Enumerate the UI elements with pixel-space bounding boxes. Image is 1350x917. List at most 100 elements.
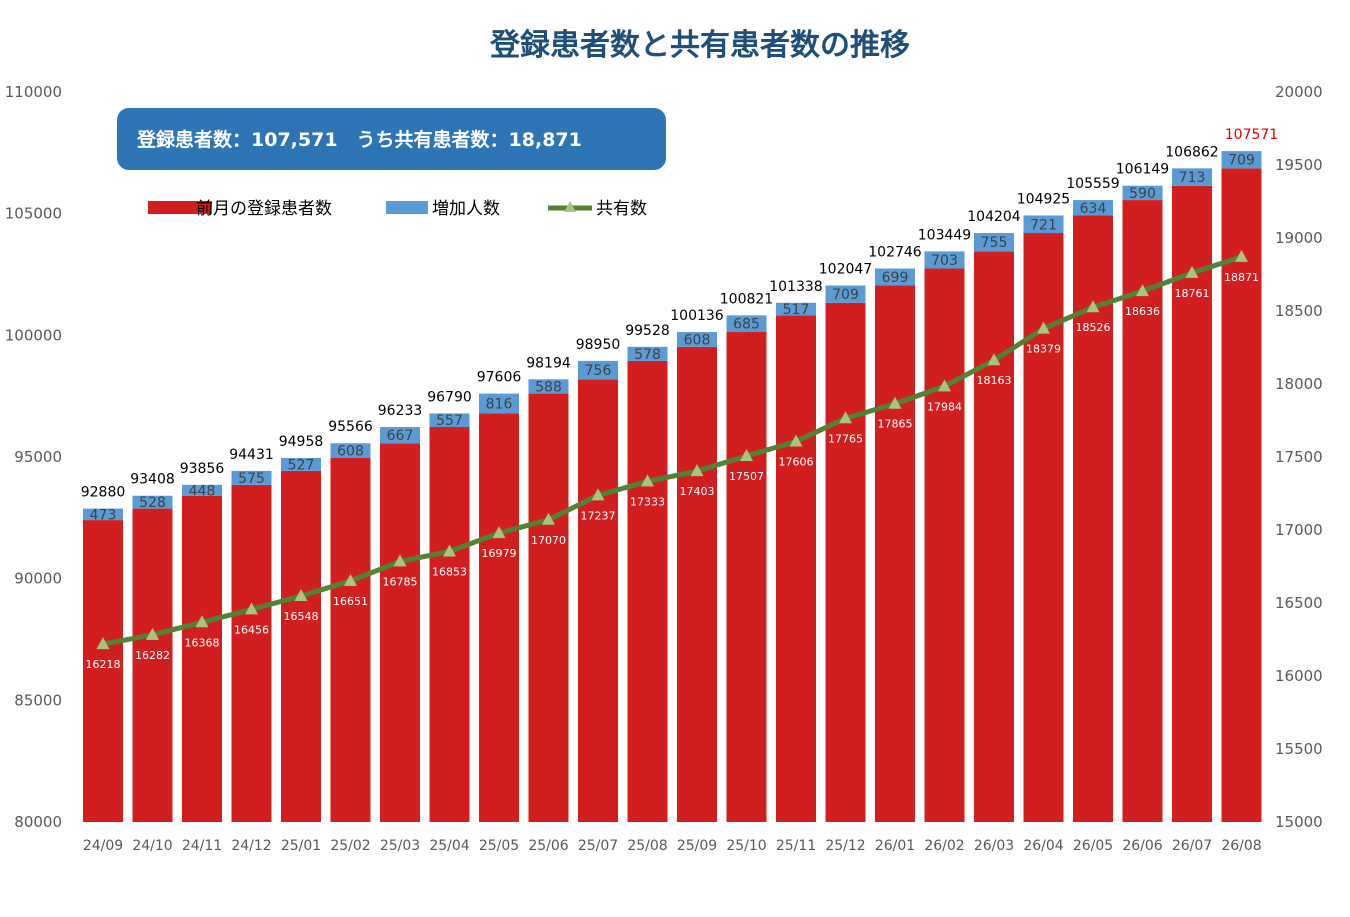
bar-increase: [479, 393, 519, 414]
increase-data-label: 448: [189, 483, 216, 499]
total-data-label: 105559: [1066, 176, 1119, 192]
bar-prev-registered: [627, 360, 668, 822]
total-data-label: 106862: [1165, 144, 1218, 160]
legend: 前月の登録患者数 増加人数 共有数: [148, 199, 647, 219]
total-data-label: 104925: [1017, 191, 1070, 207]
shared-data-label: 17765: [828, 432, 863, 445]
shared-line-marker: [690, 464, 704, 477]
bar-prev-registered: [330, 458, 371, 822]
left-axis-tick-label: 90000: [14, 570, 62, 588]
total-data-label: 100136: [670, 308, 724, 324]
shared-line-marker: [492, 526, 506, 539]
x-axis-tick-label: 24/09: [83, 838, 123, 854]
total-data-label: 93408: [130, 472, 175, 488]
bar-increase: [132, 495, 173, 509]
right-axis-tick-label: 18000: [1275, 375, 1323, 393]
bar-increase: [429, 413, 470, 427]
increase-data-label: 557: [436, 413, 463, 429]
left-axis-tick-label: 85000: [14, 691, 62, 709]
bar-increase: [924, 251, 965, 269]
bar-prev-registered: [429, 426, 470, 822]
bar-prev-registered: [1073, 215, 1113, 822]
right-axis-tick-label: 19000: [1275, 229, 1323, 247]
x-axis: 24/09 24/10 24/11 24/12 25/01 25/02 25/03 25/04…: [83, 838, 1262, 854]
right-axis-tick-label: 15500: [1275, 740, 1323, 758]
increase-data-label: 473: [90, 507, 117, 523]
summary-box: 登録患者数：107,571 うち共有患者数：18,871: [117, 108, 666, 170]
x-axis-tick-label: 25/05: [479, 838, 519, 854]
shared-data-label: 18636: [1125, 305, 1160, 318]
x-axis-tick-label: 25/09: [677, 838, 717, 854]
x-axis-tick-label: 24/12: [231, 838, 271, 854]
total-data-label: 94431: [229, 447, 274, 463]
bar-increase: [182, 484, 222, 496]
bar-increase: [330, 443, 371, 459]
bar-prev-registered: [677, 346, 717, 822]
shared-data-label: 16282: [135, 649, 170, 662]
increase-data-label: 528: [139, 495, 166, 511]
increase-data-label: 608: [337, 444, 364, 460]
bar-prev-registered: [1172, 185, 1212, 823]
x-axis-tick-label: 26/04: [1023, 838, 1063, 854]
x-axis-tick-label: 26/08: [1221, 838, 1261, 854]
bar-prev-registered: [479, 413, 519, 822]
x-axis-tick-label: 26/06: [1122, 838, 1162, 854]
total-data-label: 102047: [819, 262, 872, 278]
shared-line-marker: [1185, 265, 1199, 278]
shared-line-marker: [1037, 321, 1050, 334]
total-data-label: 92880: [81, 485, 126, 501]
shared-line-marker: [591, 488, 605, 501]
total-data-label: 103449: [918, 227, 971, 243]
shared-line-marker: [393, 554, 407, 567]
bar-prev-registered: [776, 315, 816, 822]
x-axis-tick-label: 24/11: [182, 838, 222, 854]
bar-increase: [578, 360, 618, 380]
shared-line-marker: [294, 588, 308, 601]
increase-data-label: 578: [634, 347, 661, 363]
total-data-label: 104204: [967, 209, 1021, 225]
total-data-label: 94958: [279, 434, 324, 450]
shared-data-label: 17070: [531, 534, 566, 547]
legend-label-prev-registered: 前月の登録患者数: [196, 199, 332, 219]
total-data-label: 107571: [1225, 127, 1278, 143]
shared-line-marker: [344, 573, 357, 586]
total-data-label: 97606: [477, 370, 522, 386]
right-axis-tick-label: 17000: [1275, 521, 1323, 539]
bar-increase: [726, 315, 767, 333]
bar-increase: [83, 508, 123, 521]
bar-increase: [825, 285, 866, 303]
summary-box-background: [117, 108, 666, 170]
x-axis-tick-label: 25/03: [380, 838, 420, 854]
x-axis-tick-label: 26/03: [974, 838, 1014, 854]
bar-prev-registered: [231, 484, 272, 822]
left-axis-tick-label: 110000: [5, 83, 62, 101]
bar-prev-registered: [380, 443, 420, 822]
shared-data-label: 18526: [1076, 321, 1111, 334]
shared-line: [102, 254, 1243, 647]
shared-data-label: 16548: [284, 610, 319, 623]
shared-data-label: 16651: [333, 595, 368, 608]
shared-line-marker: [641, 474, 654, 487]
shared-data-label: 18761: [1175, 287, 1210, 300]
bar-prev-registered: [182, 495, 222, 822]
bar-prev-registered: [974, 251, 1014, 823]
x-axis-tick-label: 26/01: [875, 838, 915, 854]
x-axis-tick-label: 25/11: [776, 838, 816, 854]
shared-data-label: 18163: [977, 374, 1012, 387]
bar-increase: [627, 346, 668, 361]
shared-line-marker: [443, 544, 456, 557]
x-axis-tick-label: 26/02: [924, 838, 964, 854]
right-axis-tick-label: 18500: [1275, 302, 1323, 320]
right-axis-tick-label: 17500: [1275, 448, 1323, 466]
bar-increase: [1073, 200, 1113, 216]
total-data-label: 98194: [526, 355, 571, 371]
bar-increase: [1172, 168, 1212, 186]
bar-increase: [677, 332, 717, 347]
increase-data-label: 755: [981, 235, 1008, 251]
total-data-label: 102746: [868, 245, 922, 261]
shared-data-label: 17507: [729, 470, 764, 483]
increase-data-label: 721: [1030, 217, 1057, 233]
right-axis-tick-label: 16500: [1275, 594, 1323, 612]
shared-line-marker: [1235, 249, 1248, 262]
